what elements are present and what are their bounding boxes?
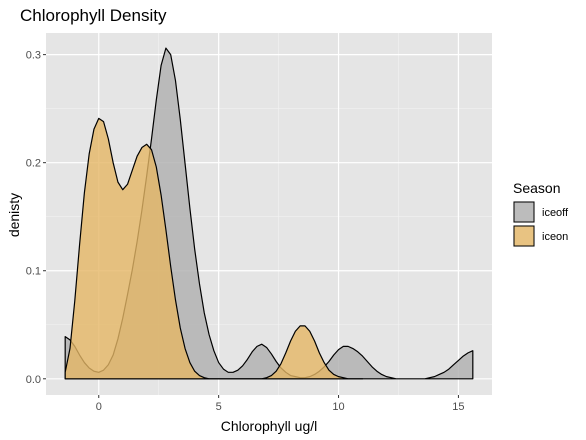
- legend-label-iceoff: iceoff: [542, 207, 569, 219]
- y-tick-label: 0.0: [26, 374, 41, 386]
- x-axis-title: Chlorophyll ug/l: [221, 418, 318, 434]
- y-tick-label: 0.3: [26, 50, 41, 62]
- legend-title: Season: [513, 180, 560, 196]
- legend: Season iceoff iceon: [513, 180, 569, 247]
- legend-label-iceon: iceon: [542, 231, 568, 243]
- y-tick-label: 0.2: [26, 158, 41, 170]
- legend-swatch-iceon: [513, 225, 535, 247]
- x-tick-label: 5: [216, 401, 222, 413]
- x-tick-label: 15: [452, 401, 464, 413]
- x-tick-label: 10: [332, 401, 344, 413]
- x-tick-label: 0: [96, 401, 102, 413]
- density-areas: [64, 47, 474, 380]
- y-axis-title: denisty: [6, 193, 22, 237]
- legend-swatch-iceoff: [513, 201, 535, 223]
- axes: 0 5 10 15 0.0 0.1 0.2 0.3: [26, 50, 465, 413]
- y-tick-label: 0.1: [26, 266, 41, 278]
- chart-title: Chlorophyll Density: [20, 6, 167, 25]
- density-area-iceon: [64, 117, 364, 380]
